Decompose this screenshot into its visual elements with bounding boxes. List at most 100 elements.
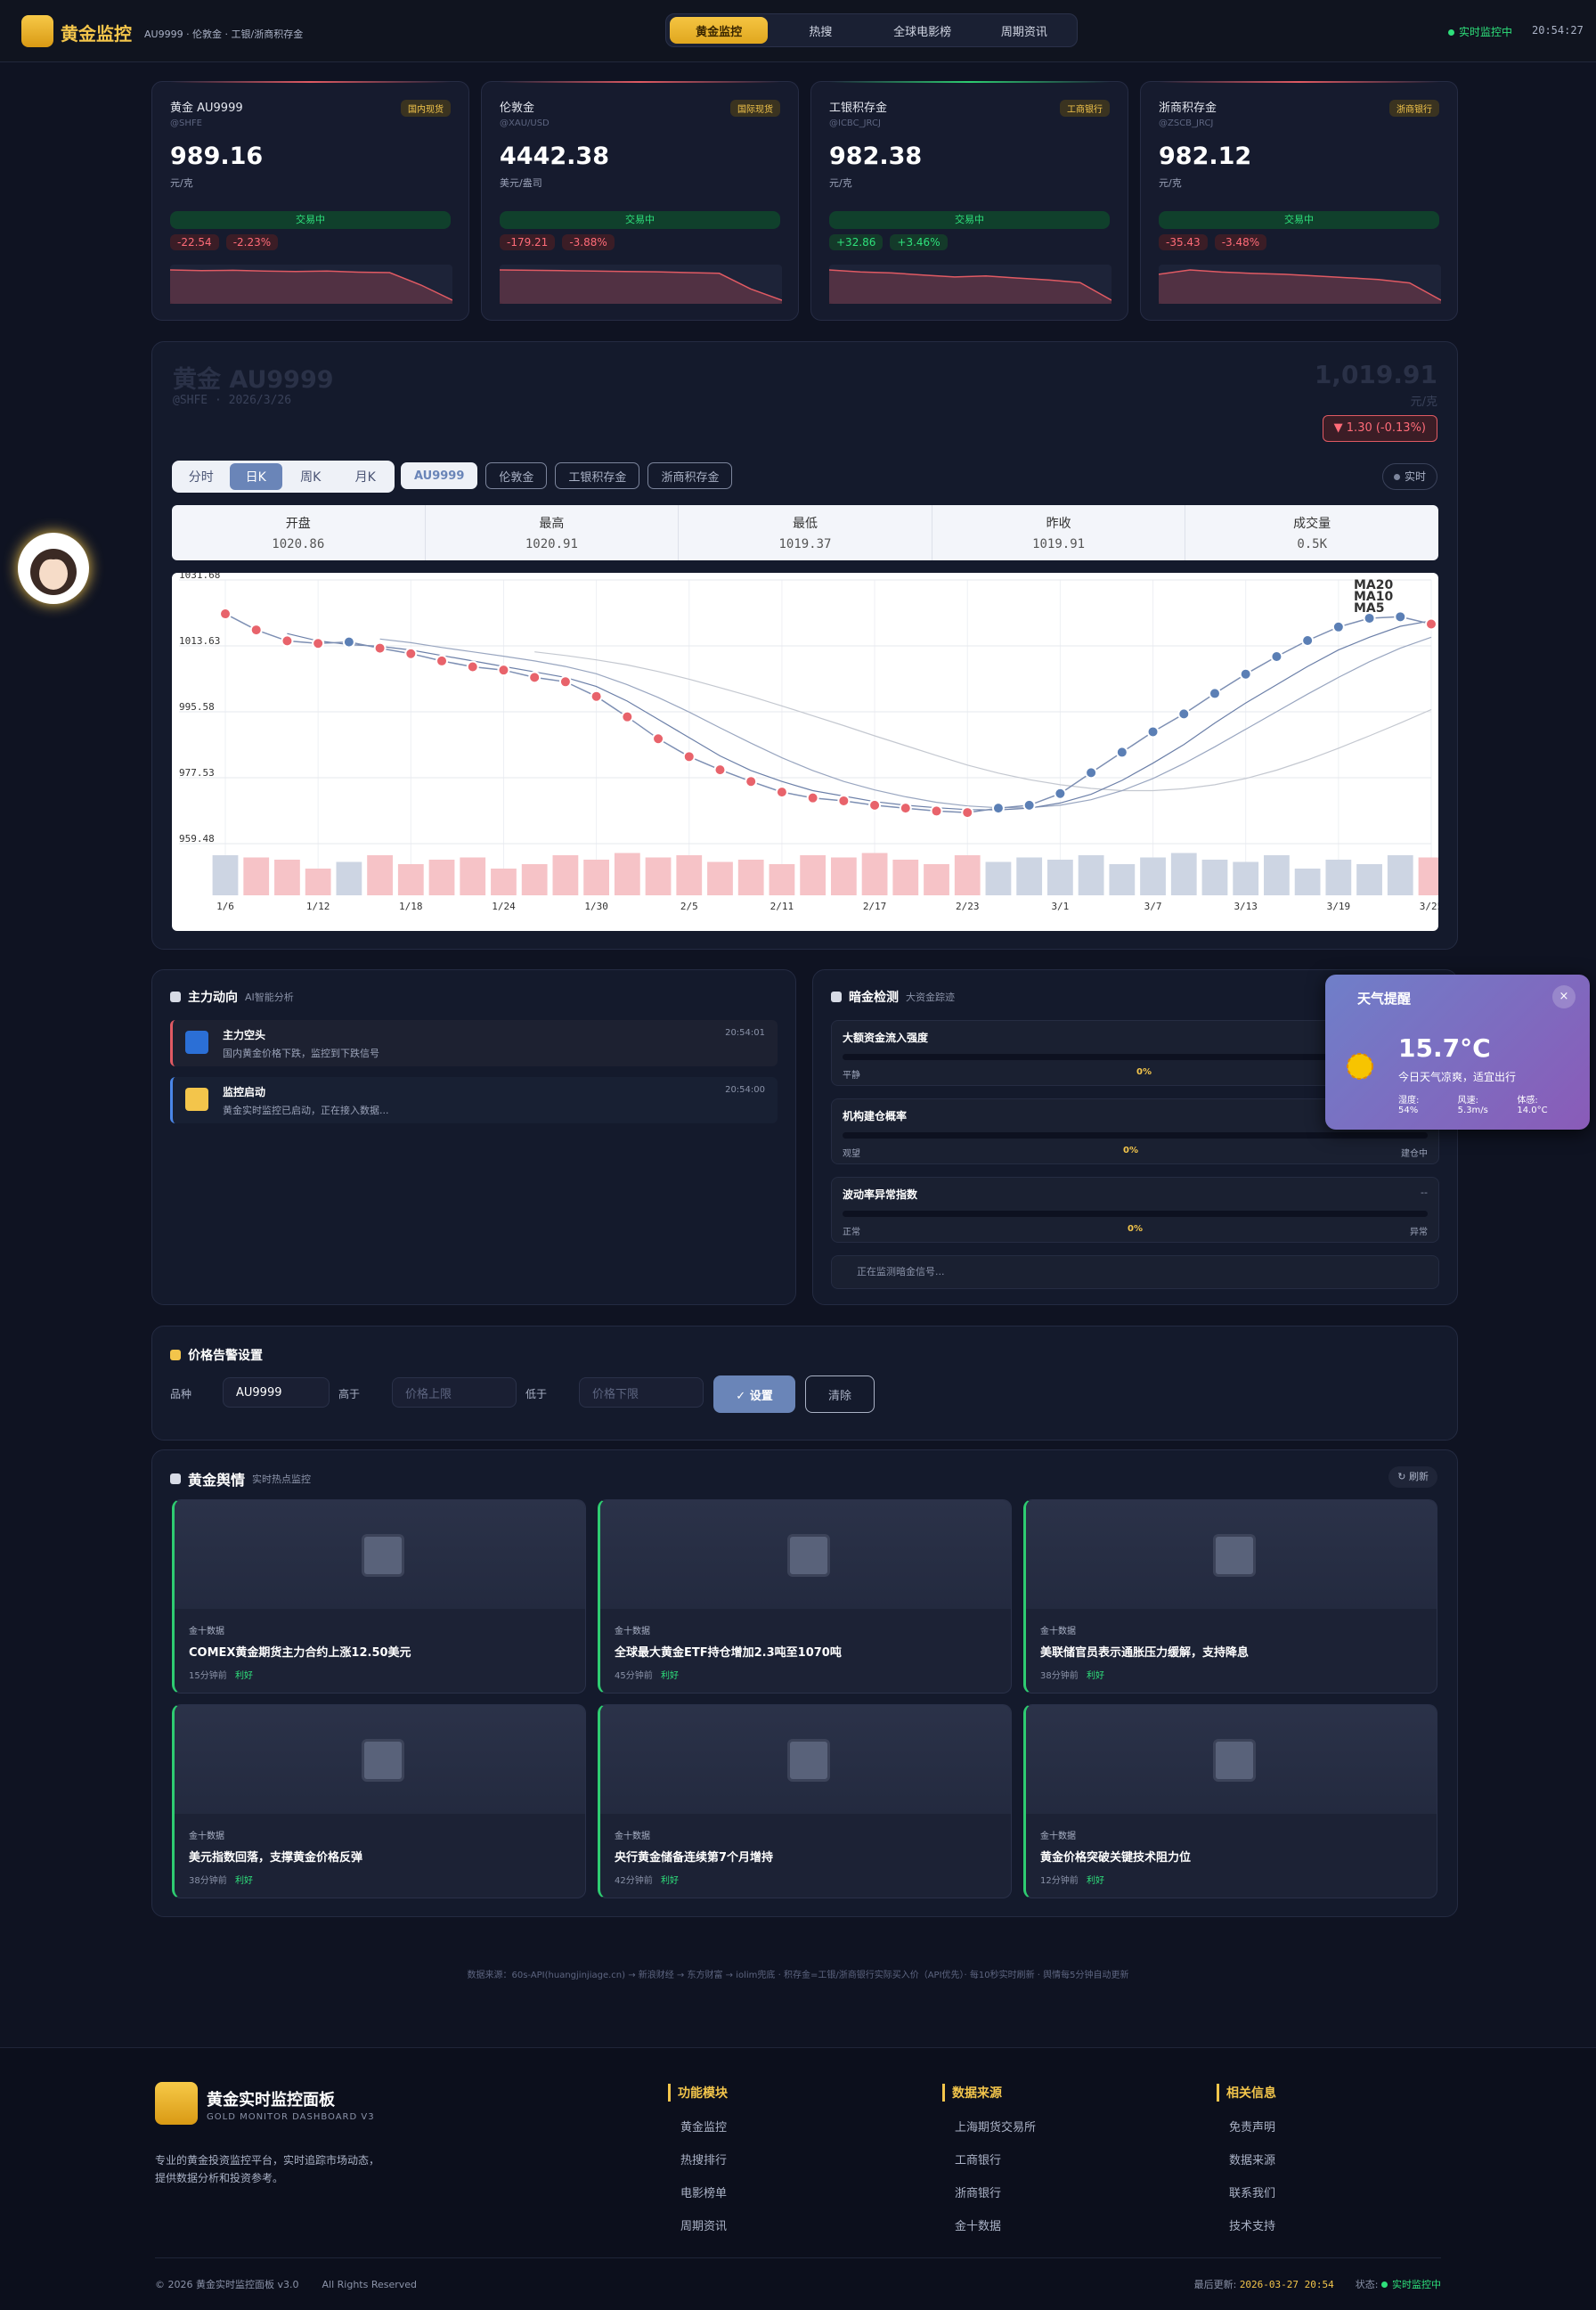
footer-link[interactable]: 金十数据 <box>955 2220 1002 2233</box>
footer-column: 相关信息免责声明数据来源联系我们技术支持 <box>1217 2084 1276 2233</box>
nav-item[interactable]: 热搜 <box>809 25 833 39</box>
price-point <box>837 794 851 807</box>
metric-scale: 平静 0% <box>843 1067 1428 1081</box>
instrument-tab[interactable]: 伦敦金 <box>485 462 548 489</box>
news-card[interactable]: 金十数据 COMEX黄金期货主力合约上涨12.50美元 15分钟前 利好 <box>172 1499 586 1694</box>
label: 品种 <box>170 1388 192 1400</box>
kline-chart: 1/6 1/12 1/18 1/24 1/30 2/5 2/11 2/17 2/23 3/1 3/7… <box>179 569 1445 912</box>
price-point <box>652 732 665 746</box>
column-title: 数据来源 <box>942 2084 1036 2102</box>
news-card[interactable]: 金十数据 美联储官员表示通胀压力缓解，支持降息 38分钟前 利好 <box>1023 1499 1437 1694</box>
period-tab[interactable]: 月K <box>354 470 376 485</box>
volume-bar <box>1325 860 1352 895</box>
subtitle: 大资金踪迹 <box>906 992 955 1003</box>
volume-bar <box>1046 860 1073 895</box>
footer-link[interactable]: 浙商银行 <box>955 2187 1002 2200</box>
column-title: 相关信息 <box>1217 2084 1276 2102</box>
period-tab[interactable]: 周K <box>300 470 322 485</box>
news-card[interactable]: 金十数据 央行黄金储备连续第7个月增持 42分钟前 利好 <box>598 1704 1012 1898</box>
volume-bar <box>892 860 919 895</box>
news-icon <box>362 1739 404 1782</box>
period-tab[interactable]: 日K <box>229 463 282 490</box>
item-text: 黄金实时监控已启动，正在接入数据... <box>223 1105 389 1116</box>
header: 黄金监控 AU9999 · 伦敦金 · 工银/浙商积存金 黄金监控 热搜 全球电影榜… <box>0 0 1596 62</box>
news-image <box>1026 1500 1437 1609</box>
sparkline-area <box>829 270 1112 304</box>
stats-row: 开盘 1020.86 最高 1020.91 最低 1019.37 昨收 1019.91 成交量 0… <box>172 505 1438 560</box>
refresh-button[interactable]: ↻ 刷新 <box>1388 1466 1437 1488</box>
footer-link[interactable]: 上海期货交易所 <box>955 2121 1037 2135</box>
news-card[interactable]: 金十数据 美元指数回落，支撑黄金价格反弹 38分钟前 利好 <box>172 1704 586 1898</box>
footer-link[interactable]: 电影榜单 <box>680 2187 728 2200</box>
site-subtitle: AU9999 · 伦敦金 · 工银/浙商积存金 <box>144 29 304 40</box>
title: 价格告警设置 <box>188 1349 263 1363</box>
set-button[interactable]: ✓ 设置 <box>713 1375 795 1413</box>
weather-title: 天气提醒 <box>1357 991 1412 1007</box>
upper-input[interactable]: 价格上限 <box>392 1377 517 1408</box>
weather-label: 风速: <box>1457 1096 1479 1106</box>
footer-link[interactable]: 周期资讯 <box>680 2220 728 2233</box>
x-tick-label: 2/17 <box>863 901 887 912</box>
card-change: -22.54 -2.23% <box>170 234 451 250</box>
footer-link[interactable]: 黄金监控 <box>680 2121 728 2135</box>
value: AU9999 <box>236 1385 282 1400</box>
avatar[interactable] <box>18 533 89 604</box>
news-tag: 利好 <box>1087 1671 1104 1681</box>
volume-bar <box>1170 853 1197 895</box>
sparkline-box <box>169 265 453 304</box>
title: 黄金舆情 <box>188 1472 246 1489</box>
clear-button[interactable]: 清除 <box>805 1375 875 1413</box>
card-name: 伦敦金 <box>500 102 535 115</box>
logo[interactable] <box>21 15 53 47</box>
footer-link[interactable]: 技术支持 <box>1229 2220 1276 2233</box>
price-point <box>1301 633 1315 647</box>
footer-link[interactable]: 热搜排行 <box>680 2154 728 2167</box>
instrument-tab[interactable]: 浙商积存金 <box>647 462 733 489</box>
price-card: 伦敦金 国际现货 @XAU/USD 4442.38 美元/盎司 交易中 -179.21 -3.… <box>481 81 799 321</box>
stat: 昨收 1019.91 <box>932 505 1186 560</box>
scale-high: 建仓中 <box>1400 1149 1428 1159</box>
live-toggle[interactable]: 实时 <box>1381 463 1437 490</box>
status-dot <box>1381 2281 1388 2288</box>
volume-bar <box>707 861 733 895</box>
price-point <box>281 634 294 648</box>
volume-bar <box>614 853 640 895</box>
sparkline-box <box>828 265 1112 304</box>
nav-item[interactable]: 全球电影榜 <box>893 25 952 39</box>
scan-box: 正在监测暗金信号... <box>831 1255 1439 1289</box>
card-change: +32.86 +3.46% <box>829 234 1110 250</box>
stat-label: 成交量 <box>1293 517 1331 531</box>
instrument-tab[interactable]: AU9999 <box>401 462 478 489</box>
weather-label: 湿度: <box>1398 1096 1420 1106</box>
copyright: © 2026 黄金实时监控面板 v3.0 All Rights Reserved <box>155 2277 417 2291</box>
weather-close[interactable]: × <box>1552 985 1576 1008</box>
footer-link[interactable]: 工商银行 <box>955 2154 1002 2167</box>
item-icon <box>185 1031 208 1054</box>
icon <box>170 992 181 1002</box>
volume-bar <box>305 869 331 895</box>
sparkline-area <box>1159 270 1441 304</box>
volume-bar <box>1264 855 1290 895</box>
footer-link[interactable]: 联系我们 <box>1229 2187 1276 2200</box>
sparkline <box>169 269 453 304</box>
news-card[interactable]: 金十数据 全球最大黄金ETF持仓增加2.3吨至1070吨 45分钟前 利好 <box>598 1499 1012 1694</box>
footer-link[interactable]: 数据来源 <box>1229 2154 1276 2167</box>
card-name: 工银积存金 <box>829 102 888 115</box>
symbol-select[interactable]: AU9999 <box>223 1377 330 1408</box>
volume-bar <box>1140 857 1166 895</box>
alert-panel: 价格告警设置 <box>151 1326 1458 1441</box>
panel-title: 价格告警设置 <box>170 1346 263 1364</box>
period-tab[interactable]: 分时 <box>188 470 214 485</box>
lower-input[interactable]: 价格下限 <box>579 1377 704 1408</box>
price-card: 浙商积存金 浙商银行 @ZSCB_JRCJ 982.12 元/克 交易中 -35.43 -3.… <box>1140 81 1458 321</box>
scale-value: 0% <box>1128 1224 1143 1234</box>
instrument-tab[interactable]: 工银积存金 <box>555 462 640 489</box>
nav-item[interactable]: 黄金监控 <box>670 17 769 44</box>
news-card[interactable]: 金十数据 黄金价格突破关键技术阻力位 12分钟前 利好 <box>1023 1704 1437 1898</box>
column-title: 功能模块 <box>668 2084 728 2102</box>
stat-value: 1020.86 <box>272 537 325 551</box>
footer-link[interactable]: 免责声明 <box>1229 2121 1276 2135</box>
nav-item[interactable]: 周期资讯 <box>1000 25 1047 39</box>
footer-column: 功能模块黄金监控热搜排行电影榜单周期资讯 <box>668 2084 728 2233</box>
